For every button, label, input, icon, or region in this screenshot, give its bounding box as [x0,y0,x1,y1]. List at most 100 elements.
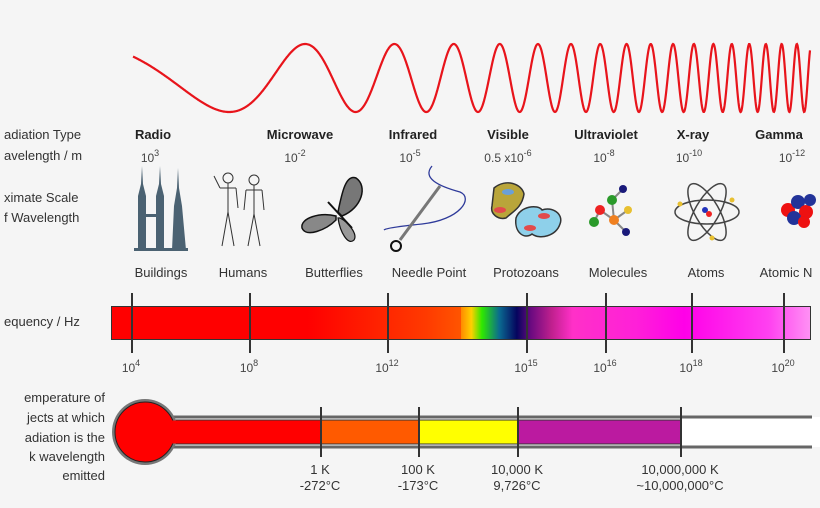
frequency-base: 10 [679,361,693,375]
scale-label: Molecules [588,265,648,280]
frequency-base: 10 [514,361,528,375]
wavelength-value: 10-8 [593,148,614,165]
frequency-tick-label: 1018 [679,358,702,375]
temperature-mark: 1 K -272°C [300,462,341,494]
frequency-exponent: 15 [527,358,538,368]
wavelength-exponent: 3 [154,148,160,158]
radiation-type-label: adiation Type [4,127,82,142]
wavelength-value: 10-12 [779,148,805,165]
scale-label: Needle Point [391,265,467,280]
frequency-tick [605,293,607,353]
scale-label: Buildings [134,265,188,280]
frequency-exponent: 12 [388,358,399,368]
radiation-type-ultraviolet: Ultraviolet [574,127,638,142]
scale-label: Humans [218,265,268,280]
frequency-exponent: 8 [253,358,259,368]
needle-icon [383,165,466,252]
wavelength-value: 10-10 [676,148,702,165]
frequency-exponent: 20 [784,358,795,368]
wavelength-value: 10-5 [399,148,420,165]
frequency-tick [526,293,528,353]
temperature-tick [320,407,322,457]
temperature-tick [418,407,420,457]
temperature-celsius: 9,726°C [493,478,541,493]
frequency-exponent: 4 [135,358,141,368]
frequency-base: 10 [121,361,136,375]
wavelength-base: 10 [778,151,793,165]
temperature-kelvin: 10,000,000 K [641,462,719,477]
radiation-type-x-ray: X-ray [676,127,710,142]
temp-label-line2: jects at which [26,410,105,425]
temp-label-line4: k wavelength [29,449,105,464]
wavelength-value: 10-2 [284,148,305,165]
humans-icon [213,172,265,247]
frequency-label: equency / Hz [4,314,80,329]
frequency-base: 10 [375,361,389,375]
wavelength-base: 10 [675,151,690,165]
wavelength-base: 10 [284,151,298,165]
radiation-type-microwave: Microwave [266,127,334,142]
molecule-icon [589,185,632,236]
frequency-tick [691,293,693,353]
temp-label-line1: emperature of [24,390,105,405]
temperature-kelvin: 10,000 K [490,462,544,477]
scale-label: Atoms [687,265,725,280]
temperature-celsius: -173°C [397,478,439,493]
thermometer-graphic [112,399,820,465]
temperature-mark: 10,000,000 K ~10,000,000°C [636,462,723,494]
frequency-tick-label: 1012 [375,358,398,375]
wavelength-base: 10 [593,151,607,165]
temp-label-line3: adiation is the [24,430,105,445]
temperature-mark: 100 K -173°C [398,462,439,494]
frequency-tick-label: 1020 [771,358,794,375]
radiation-type-radio: Radio [134,127,172,142]
wavelength-exponent: -2 [297,148,306,158]
wavelength-value: 0.5 x10-6 [484,148,531,165]
radiation-type-gamma: Gamma [755,127,803,142]
wavelength-exponent: -5 [412,148,421,158]
wavelength-label: avelength / m [4,148,83,163]
wavelength-exponent: -8 [606,148,615,158]
wavelength-base: 10 [140,151,155,165]
temperature-kelvin: 100 K [401,462,435,477]
temperature-celsius: ~10,000,000°C [636,478,724,493]
buildings-icon [134,166,188,251]
frequency-tick-label: 1015 [514,358,537,375]
scale-label: Atomic N [759,265,813,280]
wavelength-base: 0.5 x10 [484,151,524,165]
frequency-tick [387,293,389,353]
frequency-spectrum-bar [111,306,811,340]
frequency-tick [131,293,133,353]
wavelength-value: 103 [141,148,159,165]
frequency-base: 10 [593,361,607,375]
frequency-tick [249,293,251,353]
temp-label-line5: emitted [62,468,105,483]
temperature-tick [680,407,682,457]
frequency-exponent: 16 [606,358,617,368]
wavelength-exponent: -6 [523,148,532,158]
scale-label-line2: f Wavelength [4,210,80,225]
scale-label: Protozoans [493,265,559,280]
frequency-exponent: 18 [692,358,703,368]
atom-icon [674,182,740,242]
radiation-type-visible: Visible [487,127,529,142]
temperature-celsius: -272°C [299,478,341,493]
wavelength-exponent: -12 [792,148,806,158]
frequency-tick-label: 108 [240,358,258,375]
temperature-tick [517,407,519,457]
frequency-tick-label: 104 [122,358,140,375]
frequency-tick-label: 1016 [593,358,616,375]
temperature-kelvin: 1 K [310,462,330,477]
protozoan-icon [490,182,562,238]
wave-graphic [132,42,812,114]
wavelength-base: 10 [399,151,413,165]
frequency-tick [783,293,785,353]
radiation-type-infrared: Infrared [388,127,438,142]
temperature-mark: 10,000 K 9,726°C [491,462,543,494]
scale-label-line1: ximate Scale [4,190,79,205]
frequency-base: 10 [239,361,254,375]
frequency-base: 10 [771,361,785,375]
nucleus-icon [781,194,816,228]
butterfly-icon [301,176,363,242]
scale-label: Butterflies [305,265,363,280]
